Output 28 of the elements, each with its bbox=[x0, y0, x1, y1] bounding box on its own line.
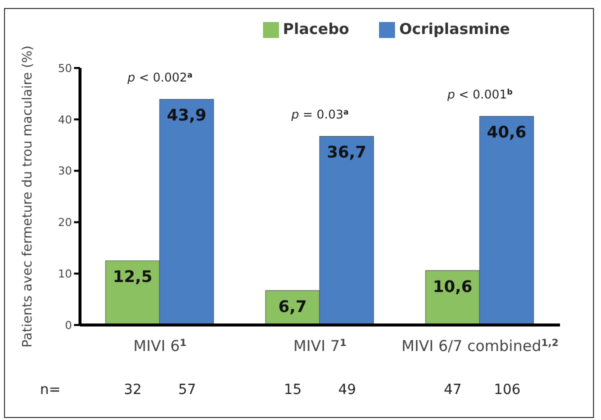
legend-label: Ocriplasmine bbox=[399, 20, 510, 38]
data-label: 36,7 bbox=[326, 142, 366, 162]
text: 57 bbox=[178, 382, 196, 398]
text: 49 bbox=[338, 382, 356, 398]
x-tick-label: MIVI 6/7 combined$^{1,2}$ bbox=[402, 337, 558, 355]
y-tick-label: 0 bbox=[65, 318, 72, 332]
text: 106 bbox=[494, 382, 521, 398]
x-tick-label: MIVI 6$^{1}$ bbox=[133, 337, 187, 355]
y-tick-label: 50 bbox=[58, 62, 72, 75]
text: 47 bbox=[444, 382, 462, 398]
annotation: p < 0.002$^{a}$ bbox=[126, 70, 192, 84]
data-label: 6,7 bbox=[278, 296, 307, 316]
y-tick-label: 10 bbox=[58, 268, 72, 281]
annotation: p < 0.001$^{b}$ bbox=[446, 86, 514, 102]
y-tick-label: 40 bbox=[58, 113, 72, 126]
y-tick-label: 30 bbox=[58, 164, 72, 178]
text: 32 bbox=[124, 382, 142, 398]
y-axis-title: Patients avec fermeture du trou maculaire (%) bbox=[20, 46, 36, 348]
annotation: p = 0.03$^{a}$ bbox=[290, 106, 349, 122]
y-tick-label: 20 bbox=[58, 216, 72, 230]
text: 15 bbox=[284, 382, 302, 398]
x-tick-label: MIVI 7$^{1}$ bbox=[293, 337, 347, 355]
legend-label: Placebo bbox=[282, 20, 350, 38]
data-label: 12,5 bbox=[112, 267, 152, 286]
data-label: 40,6 bbox=[486, 122, 526, 142]
text: n= bbox=[40, 382, 61, 398]
data-label: 43,9 bbox=[166, 106, 206, 125]
data-label: 10,6 bbox=[432, 276, 472, 296]
